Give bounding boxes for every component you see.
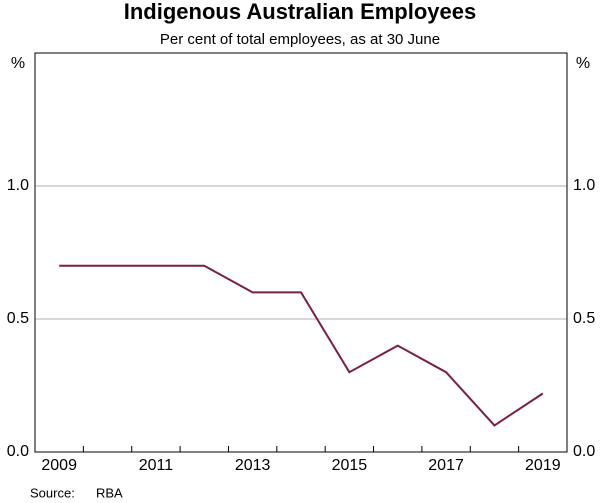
y2-tick-label: 0.5	[573, 310, 595, 327]
x-tick-label: 2019	[525, 457, 561, 474]
plot-frame	[34, 52, 568, 453]
chart-subtitle: Per cent of total employees, as at 30 Ju…	[160, 31, 440, 48]
source-label: Source:	[30, 485, 75, 500]
x-tick-label: 2017	[428, 457, 464, 474]
x-tick-label: 2013	[235, 457, 271, 474]
x-tick-label: 2011	[139, 457, 174, 474]
chart-title: Indigenous Australian Employees	[124, 0, 476, 24]
y2-tick-label: 0.0	[573, 443, 595, 460]
x-tick-label: 2015	[332, 457, 368, 474]
source: RBA	[96, 485, 123, 500]
y-tick-label: 0.5	[7, 310, 29, 327]
x-tick-label: 2009	[41, 457, 77, 474]
y-unit-left: %	[11, 55, 25, 72]
data-line	[59, 264, 544, 427]
y-unit-right: %	[576, 55, 590, 72]
y2-tick-label: 1.0	[573, 177, 595, 194]
y-tick-label: 1.0	[7, 177, 29, 194]
y-tick-label: 0.0	[7, 443, 29, 460]
